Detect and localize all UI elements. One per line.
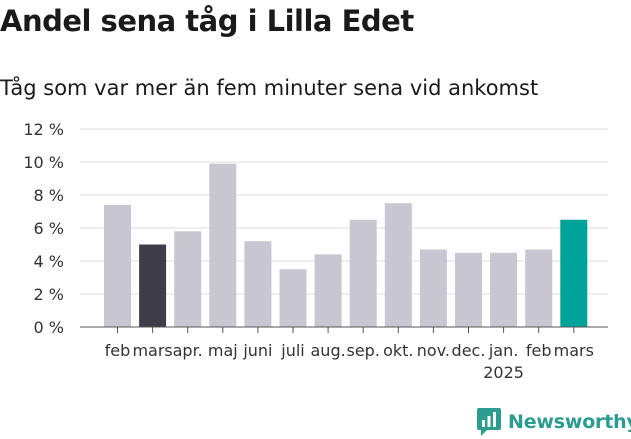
bar-chart: 0 %2 %4 %6 %8 %10 %12 %feb mars apr. maj jun… [23,120,608,382]
newsworthy-logo: Newsworthy [476,406,631,438]
x-tick-label: okt. [383,341,413,360]
y-tick-label: 4 % [34,252,64,271]
x-tick-label: apr. [173,341,203,360]
bar [419,249,447,327]
x-tick-label: juli [280,341,304,360]
bar [209,163,237,327]
y-tick-label: 8 % [34,186,64,205]
y-tick-label: 10 % [23,153,64,172]
bar [314,254,342,327]
bar [455,252,482,327]
x-tick-label: juni [242,341,272,360]
x-tick-label: maj [208,341,238,360]
x-tick-label: feb [526,341,552,360]
newsworthy-logo-icon [477,408,501,436]
newsworthy-logo-text: Newsworthy [508,411,631,433]
y-tick-label: 0 % [34,318,64,337]
x-tick-label: mars [554,341,594,360]
y-tick-label: 12 % [23,120,64,139]
x-tick-label: feb [105,341,131,360]
bar [244,241,272,327]
chart-title: Andel sena tåg i Lilla Edet [0,4,414,38]
x-tick-label: nov. [417,341,450,360]
bar [384,203,412,327]
x-year-label: 2025 [483,363,524,382]
chart-subtitle: Tåg som var mer än fem minuter sena vid … [0,76,539,100]
x-tick-label: jan. [488,341,518,360]
bar [560,219,588,327]
x-tick-label: mars [132,341,172,360]
y-tick-label: 6 % [34,219,64,238]
bar [349,219,377,327]
y-tick-label: 2 % [34,285,64,304]
bar [139,244,167,327]
bar [104,204,131,327]
x-tick-label: dec. [452,341,486,360]
bar [490,252,518,327]
x-tick-label: sep. [346,341,379,360]
x-tick-label: aug. [311,341,346,360]
bar [279,269,307,327]
bar [525,249,553,327]
bar [174,231,202,327]
